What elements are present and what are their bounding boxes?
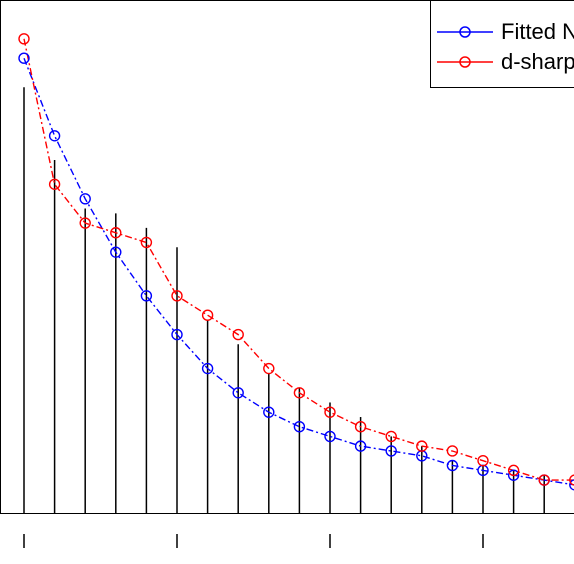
observed-stems <box>23 87 545 514</box>
series-1-point <box>48 130 61 142</box>
legend-swatch-series-1 <box>437 26 493 38</box>
legend-swatch-series-2 <box>437 56 493 68</box>
series-1-point <box>232 387 244 399</box>
legend: Fitted N d-sharp <box>430 0 574 88</box>
series-2-point <box>171 290 183 302</box>
series-2-point <box>385 430 397 443</box>
series-2-point <box>477 454 489 467</box>
series-1-point <box>263 406 275 418</box>
series-2-point <box>201 309 214 321</box>
series-2-point <box>569 474 574 486</box>
series-2-point <box>324 406 336 418</box>
series-2-point <box>354 421 367 433</box>
legend-label-series-1: Fitted N <box>501 19 574 44</box>
series-2-point <box>110 227 122 239</box>
series-1-point <box>79 193 91 205</box>
series-2-point <box>48 178 61 190</box>
series-lines <box>23 38 574 486</box>
series-1-point <box>293 421 306 433</box>
x-axis <box>23 534 484 548</box>
series-2-point <box>293 387 306 399</box>
series-2-point <box>507 464 520 477</box>
series-1-point <box>110 246 122 258</box>
series-1-point <box>171 328 183 341</box>
series-points <box>18 33 574 491</box>
series-1-point <box>385 445 397 457</box>
series-2-point <box>446 445 459 457</box>
series-1-point <box>201 362 214 375</box>
series-2-point <box>538 474 550 486</box>
legend-item-series-1: Fitted N <box>431 17 574 47</box>
series-1-point <box>324 430 336 443</box>
series-1-point <box>507 469 520 481</box>
series-2-point <box>18 33 30 45</box>
series-1-point <box>354 440 367 452</box>
series-1-point <box>18 52 30 64</box>
series-2-point <box>416 440 428 452</box>
series-2-point <box>140 236 153 249</box>
series-1-point <box>569 479 574 491</box>
legend-item-series-2: d-sharp <box>431 47 574 77</box>
series-2-point <box>263 362 275 375</box>
series-1-point <box>140 290 153 302</box>
legend-label-series-2: d-sharp <box>501 49 574 74</box>
series-2-point <box>79 217 91 229</box>
series-2-point <box>232 328 244 341</box>
series-1-point <box>446 459 459 472</box>
